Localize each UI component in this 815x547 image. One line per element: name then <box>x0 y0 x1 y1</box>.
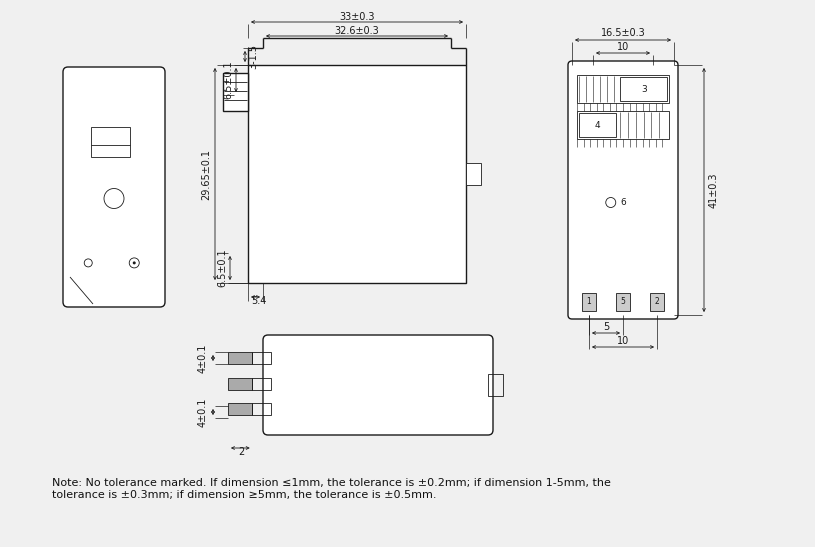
FancyBboxPatch shape <box>568 61 678 319</box>
Bar <box>228 378 252 389</box>
Bar <box>650 293 664 311</box>
Bar <box>620 77 667 101</box>
Text: 5: 5 <box>603 322 609 332</box>
Text: 5.4: 5.4 <box>251 296 267 306</box>
Bar <box>577 75 669 103</box>
Bar <box>577 111 669 139</box>
Text: 10: 10 <box>617 336 629 346</box>
Bar <box>228 352 252 364</box>
Text: 2: 2 <box>654 298 659 306</box>
Text: 29.65±0.1: 29.65±0.1 <box>201 148 211 200</box>
Text: 4±0.1: 4±0.1 <box>198 397 208 427</box>
Bar <box>466 163 481 185</box>
Bar <box>252 378 271 389</box>
FancyBboxPatch shape <box>63 67 165 307</box>
Text: 33±0.3: 33±0.3 <box>339 12 375 22</box>
Text: 2: 2 <box>238 447 244 457</box>
Bar <box>579 113 616 137</box>
Bar <box>91 127 130 157</box>
Text: 5: 5 <box>620 298 625 306</box>
Text: 4±0.1: 4±0.1 <box>198 344 208 373</box>
Text: 3: 3 <box>641 84 646 94</box>
FancyBboxPatch shape <box>263 335 493 435</box>
Text: 3-1.5: 3-1.5 <box>248 44 258 69</box>
Bar <box>252 404 271 415</box>
Text: 41±0.3: 41±0.3 <box>709 172 719 208</box>
Text: 10: 10 <box>617 42 629 52</box>
Bar <box>228 404 252 415</box>
Text: 6.5±0.1: 6.5±0.1 <box>223 61 233 100</box>
Text: Note: No tolerance marked. If dimension ≤1mm, the tolerance is ±0.2mm; if dimens: Note: No tolerance marked. If dimension … <box>52 478 611 499</box>
Bar <box>582 293 596 311</box>
Bar <box>616 293 630 311</box>
Text: 16.5±0.3: 16.5±0.3 <box>601 28 645 38</box>
Circle shape <box>133 261 136 264</box>
Text: 6: 6 <box>620 198 626 207</box>
Text: 1: 1 <box>587 298 592 306</box>
Bar <box>488 374 503 396</box>
Text: 6.5±0.1: 6.5±0.1 <box>217 249 227 287</box>
Bar <box>252 352 271 364</box>
Bar <box>223 73 248 111</box>
Bar <box>248 65 466 283</box>
Text: 4: 4 <box>595 120 601 130</box>
Text: 32.6±0.3: 32.6±0.3 <box>335 26 379 36</box>
